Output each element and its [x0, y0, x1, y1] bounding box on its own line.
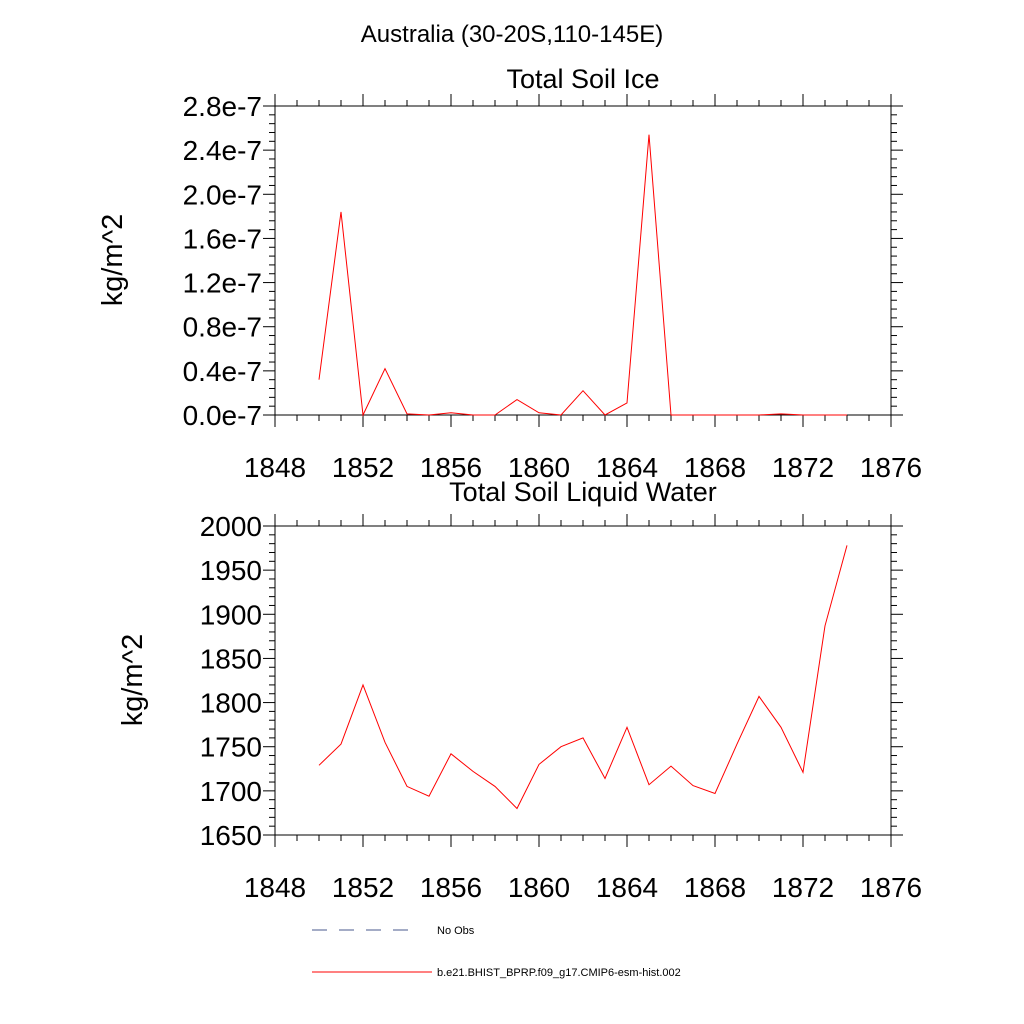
- y-tick-label: 2.8e-7: [183, 91, 262, 122]
- plot-frame: [274, 525, 892, 836]
- y-axis-label: kg/m^2: [97, 214, 129, 307]
- y-tick-label: 1750: [200, 732, 262, 763]
- main-title: Australia (30-20S,110-145E): [361, 21, 663, 48]
- legend-label-no-obs: No Obs: [437, 925, 475, 937]
- x-tick-label: 1852: [332, 452, 394, 483]
- x-tick-label: 1868: [684, 452, 746, 483]
- series-line: [318, 545, 848, 810]
- y-tick-label: 0.8e-7: [183, 312, 262, 343]
- y-tick-label: 2.0e-7: [183, 179, 262, 210]
- y-tick-label: 2000: [200, 511, 262, 542]
- y-tick-label: 1650: [200, 820, 262, 851]
- panel-title: Total Soil Liquid Water: [449, 477, 717, 507]
- panel-total-soil-liquid-water: Total Soil Liquid Water kg/m^2 1848 1852 185…: [117, 477, 922, 903]
- x-tick-label: 1860: [508, 452, 570, 483]
- x-tick-label: 1852: [332, 872, 394, 903]
- y-tick-label: 1950: [200, 555, 262, 586]
- y-tick-label: 1.6e-7: [183, 223, 262, 254]
- x-tick-label: 1860: [508, 872, 570, 903]
- legend: No Obs b.e21.BHIST_BPRP.f09_g17.CMIP6-es…: [312, 925, 681, 979]
- x-tick-label: 1848: [244, 872, 306, 903]
- y-tick-label: 1850: [200, 643, 262, 674]
- x-tick-label: 1856: [420, 452, 482, 483]
- y-tick-label: 1.2e-7: [183, 268, 262, 299]
- y-tick-label: 1900: [200, 599, 262, 630]
- series-line: [318, 134, 847, 417]
- x-tick-label: 1876: [860, 452, 922, 483]
- x-tick-label: 1872: [772, 872, 834, 903]
- y-tick-label: 0.0e-7: [183, 400, 262, 431]
- x-tick-label: 1872: [772, 452, 834, 483]
- legend-label-model-run: b.e21.BHIST_BPRP.f09_g17.CMIP6-esm-hist.…: [437, 967, 681, 979]
- x-tick-label: 1856: [420, 872, 482, 903]
- x-tick-label: 1876: [860, 872, 922, 903]
- y-tick-label: 2.4e-7: [183, 135, 262, 166]
- x-tick-label: 1864: [596, 452, 658, 483]
- panel-total-soil-ice: Total Soil Ice kg/m^2 1848 1852 1856 1860 1864…: [97, 64, 922, 483]
- y-tick-label: 1700: [200, 776, 262, 807]
- y-tick-label: 1800: [200, 688, 262, 719]
- y-axis-label: kg/m^2: [117, 634, 149, 727]
- x-tick-label: 1864: [596, 872, 658, 903]
- y-tick-label: 0.4e-7: [183, 356, 262, 387]
- plot-frame: [274, 105, 892, 416]
- panel-title: Total Soil Ice: [506, 64, 659, 94]
- x-tick-label: 1848: [244, 452, 306, 483]
- x-tick-label: 1868: [684, 872, 746, 903]
